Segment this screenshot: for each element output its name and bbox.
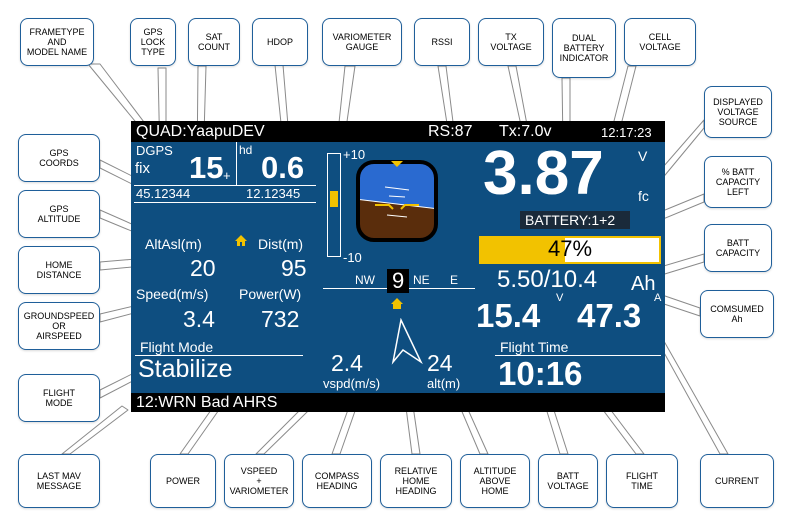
variometer-fill xyxy=(330,191,338,207)
gps-divider-horizontal xyxy=(134,185,316,186)
callout-cell-voltage: CELL VOLTAGE xyxy=(624,18,696,66)
gps-coords-underline xyxy=(134,202,316,203)
compass-ne: NE xyxy=(413,273,430,287)
callout-sat-count: SAT COUNT xyxy=(188,18,240,66)
osd-screen: QUAD:YaapuDEV RS:87 Tx:7.0v 12:17:23 DGP… xyxy=(131,121,665,412)
clock-time: 12:17:23 xyxy=(601,125,652,140)
cell-voltage-unit: V xyxy=(638,148,648,164)
compass-nw: NW xyxy=(355,273,375,287)
speed-value: 3.4 xyxy=(183,306,215,332)
callout-batt-capacity-left: % BATT CAPACITY LEFT xyxy=(704,156,772,208)
callout-gps-altitude: GPS ALTITUDE xyxy=(18,190,100,238)
flight-mode-label: Flight Mode xyxy=(140,339,214,355)
callout-current: CURRENT xyxy=(700,454,774,508)
gps-divider-vertical xyxy=(236,142,237,185)
flight-mode-underline xyxy=(135,355,303,356)
callout-batt-capacity: BATT CAPACITY xyxy=(704,224,772,272)
callout-hdop: HDOP xyxy=(252,18,308,66)
power-value: 732 xyxy=(261,306,300,332)
top-status-bar xyxy=(131,121,665,142)
callout-variometer: VARIOMETER GAUGE xyxy=(322,18,402,66)
battery-percent-value: 47% xyxy=(547,236,593,261)
callout-last-mav-message: LAST MAV MESSAGE xyxy=(18,454,100,508)
battery-indicator-label: BATTERY:1+2 xyxy=(525,212,616,228)
variometer-min-label: -10 xyxy=(343,250,362,265)
compass-heading-box xyxy=(387,269,409,293)
callout-tx-voltage: TX VOLTAGE xyxy=(478,18,544,66)
callout-dual-battery: DUAL BATTERY INDICATOR xyxy=(552,18,616,78)
cell-voltage-value: 3.87 xyxy=(483,139,604,208)
frame-model-name: QUAD:YaapuDEV xyxy=(136,123,265,140)
last-mav-message: 12:WRN Bad AHRS xyxy=(136,394,278,411)
callout-consumed: COMSUMED Ah xyxy=(700,290,774,338)
variometer-max-label: +10 xyxy=(343,147,366,162)
vspeed-value: 2.4 xyxy=(331,350,363,376)
message-bar xyxy=(131,393,665,412)
rssi-value: RS:87 xyxy=(428,123,473,140)
power-label: Power(W) xyxy=(239,286,302,302)
altitude-home-value: 24 xyxy=(427,350,453,376)
callout-relative-home-heading: RELATIVE HOME HEADING xyxy=(380,454,452,508)
callout-voltage-source: DISPLAYED VOLTAGE SOURCE xyxy=(704,86,772,138)
flight-time-label: Flight Time xyxy=(500,339,569,355)
callout-compass-heading: COMPASS HEADING xyxy=(302,454,372,508)
battery-voltage-value: 15.4 xyxy=(476,297,541,334)
sat-plus-sign: + xyxy=(223,168,231,183)
callout-flight-time: FLIGHT TIME xyxy=(606,454,678,508)
battery-percent-bar xyxy=(479,236,661,264)
flight-mode-value: Stabilize xyxy=(138,355,233,383)
callout-gps-lock-type: GPS LOCK TYPE xyxy=(130,18,176,66)
variometer-gauge xyxy=(327,153,341,257)
sat-count-value: 15 xyxy=(189,150,224,185)
gps-latitude: 45.12344 xyxy=(136,186,191,201)
gps-type-label: DGPS xyxy=(136,143,173,158)
hdop-value: 0.6 xyxy=(261,150,305,185)
speed-label: Speed(m/s) xyxy=(136,286,209,302)
compass-heading-value: 9 xyxy=(392,268,405,293)
home-distance-value: 95 xyxy=(281,255,307,281)
current-value: 47.3 xyxy=(577,297,642,334)
compass-e: E xyxy=(450,273,459,287)
gps-fix-label: fix xyxy=(135,160,150,177)
hdop-label: hd xyxy=(239,143,253,157)
altitude-home-label: alt(m) xyxy=(427,376,461,391)
current-unit: A xyxy=(654,292,662,304)
artificial-horizon xyxy=(356,160,438,242)
home-distance-label: Dist(m) xyxy=(258,236,304,252)
battery-percent-fill xyxy=(481,238,565,262)
callout-frametype: FRAMETYPE AND MODEL NAME xyxy=(20,18,94,66)
callout-gps-coords: GPS COORDS xyxy=(18,134,100,182)
callout-batt-voltage: BATT VOLTAGE xyxy=(538,454,598,508)
home-marker-icon xyxy=(391,298,403,309)
vspeed-label: vspd(m/s) xyxy=(323,376,381,391)
voltage-source: fc xyxy=(638,188,649,204)
callout-altitude-above-home: ALTITUDE ABOVE HOME xyxy=(460,454,530,508)
relative-home-arrow-icon xyxy=(391,318,423,365)
battery-capacity: 5.50/10.4 xyxy=(497,266,598,293)
callout-home-distance: HOME DISTANCE xyxy=(18,246,100,294)
alt-asl-label: AltAsl(m) xyxy=(145,236,202,252)
alt-asl-value: 20 xyxy=(190,255,216,281)
battery-indicator xyxy=(520,211,630,229)
tx-voltage-value: Tx:7.0v xyxy=(499,123,552,140)
gps-longitude: 12.12345 xyxy=(246,186,301,201)
callout-groundspeed: GROUNDSPEED OR AIRSPEED xyxy=(18,302,100,350)
home-icon xyxy=(235,235,247,246)
callout-power: POWER xyxy=(150,454,216,508)
callout-rssi: RSSI xyxy=(414,18,470,66)
battery-voltage-unit: V xyxy=(556,292,564,304)
callout-vspeed: VSPEED + VARIOMETER xyxy=(224,454,294,508)
battery-capacity-unit: Ah xyxy=(631,273,656,295)
flight-time-underline xyxy=(495,355,661,356)
flight-time-value: 10:16 xyxy=(498,355,583,392)
callout-flight-mode: FLIGHT MODE xyxy=(18,374,100,422)
